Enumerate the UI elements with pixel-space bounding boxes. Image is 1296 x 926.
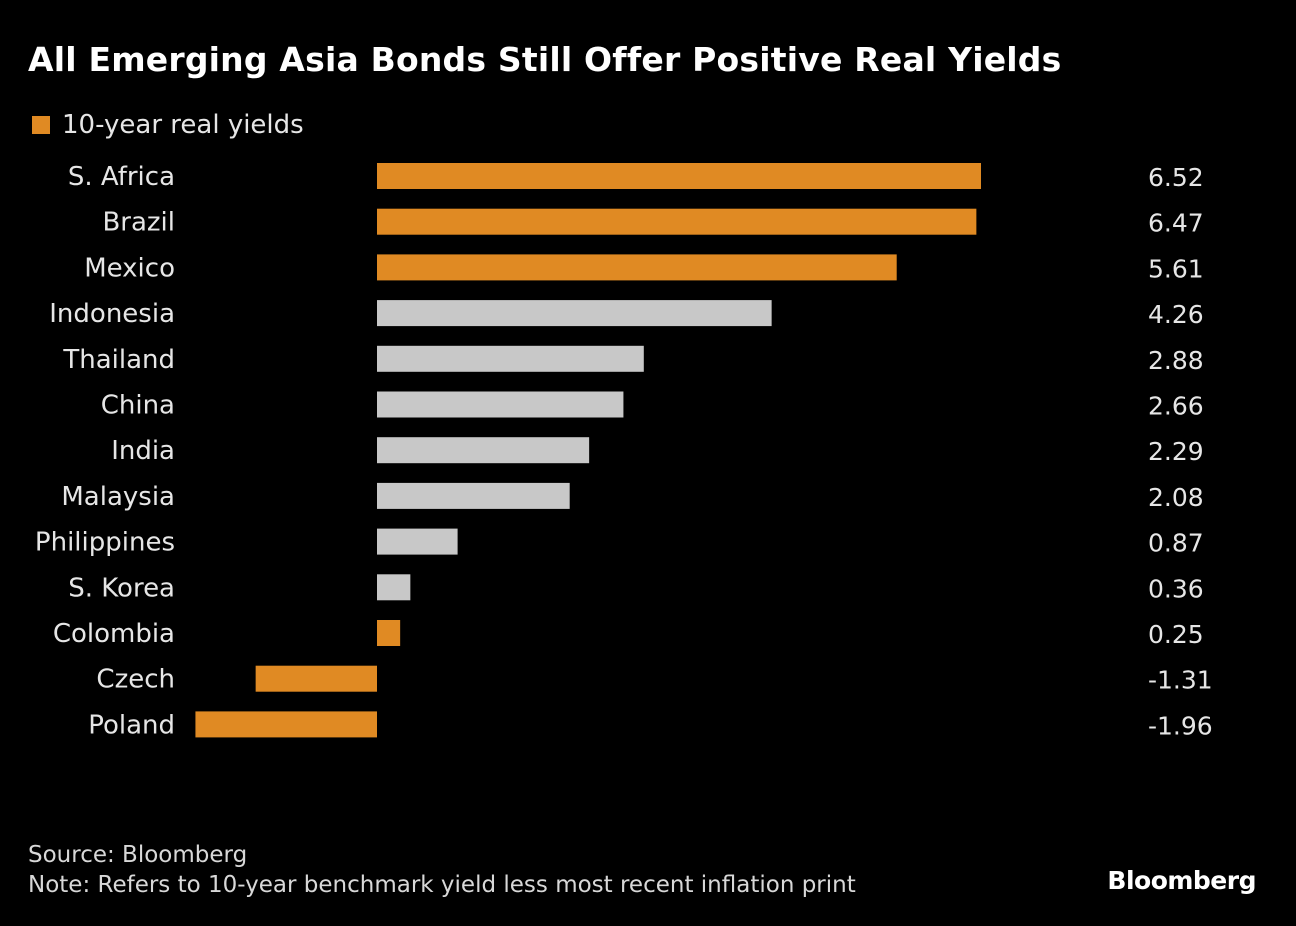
category-label: Colombia — [53, 619, 175, 649]
legend-swatch — [32, 116, 50, 134]
value-label: 2.66 — [1148, 392, 1204, 421]
category-label: Thailand — [62, 345, 175, 375]
bar — [195, 711, 377, 738]
category-label: Indonesia — [49, 299, 175, 329]
category-label: Malaysia — [61, 482, 175, 512]
category-label: S. Korea — [68, 573, 175, 603]
bloomberg-logo: Bloomberg — [1107, 866, 1256, 895]
source-note: Source: Bloomberg — [28, 842, 248, 868]
bar — [377, 345, 644, 372]
category-label: Poland — [88, 710, 175, 740]
legend: 10-year real yields — [32, 110, 304, 140]
value-label: 6.47 — [1148, 209, 1204, 238]
bar — [377, 528, 458, 555]
value-label: 2.08 — [1148, 483, 1204, 512]
bar — [377, 208, 977, 235]
value-label: -1.96 — [1148, 711, 1213, 740]
bar — [377, 574, 411, 601]
value-label: 2.88 — [1148, 346, 1204, 375]
footnote: Note: Refers to 10-year benchmark yield … — [28, 872, 856, 898]
value-label: 2.29 — [1148, 437, 1204, 466]
value-label: 0.87 — [1148, 529, 1204, 558]
value-label: -1.31 — [1148, 666, 1213, 695]
value-label: 0.36 — [1148, 574, 1204, 603]
value-label: 5.61 — [1148, 254, 1204, 283]
category-label: Brazil — [102, 208, 175, 238]
value-label: 6.52 — [1148, 163, 1204, 192]
bar — [377, 391, 624, 418]
category-label: China — [101, 391, 175, 421]
value-label: 4.26 — [1148, 300, 1204, 329]
bar — [377, 254, 897, 281]
value-label: 0.25 — [1148, 620, 1204, 649]
bar — [377, 437, 590, 464]
bar — [377, 300, 772, 327]
legend-label: 10-year real yields — [62, 110, 304, 140]
bar — [377, 620, 401, 646]
category-label: Philippines — [35, 528, 175, 558]
category-label: Mexico — [84, 253, 175, 283]
category-label: India — [111, 436, 175, 466]
category-label: S. Africa — [68, 162, 175, 192]
category-label: Czech — [96, 665, 175, 695]
chart-title: All Emerging Asia Bonds Still Offer Posi… — [28, 40, 1062, 79]
bar — [377, 163, 981, 189]
bar — [255, 665, 377, 692]
bar — [377, 482, 570, 509]
